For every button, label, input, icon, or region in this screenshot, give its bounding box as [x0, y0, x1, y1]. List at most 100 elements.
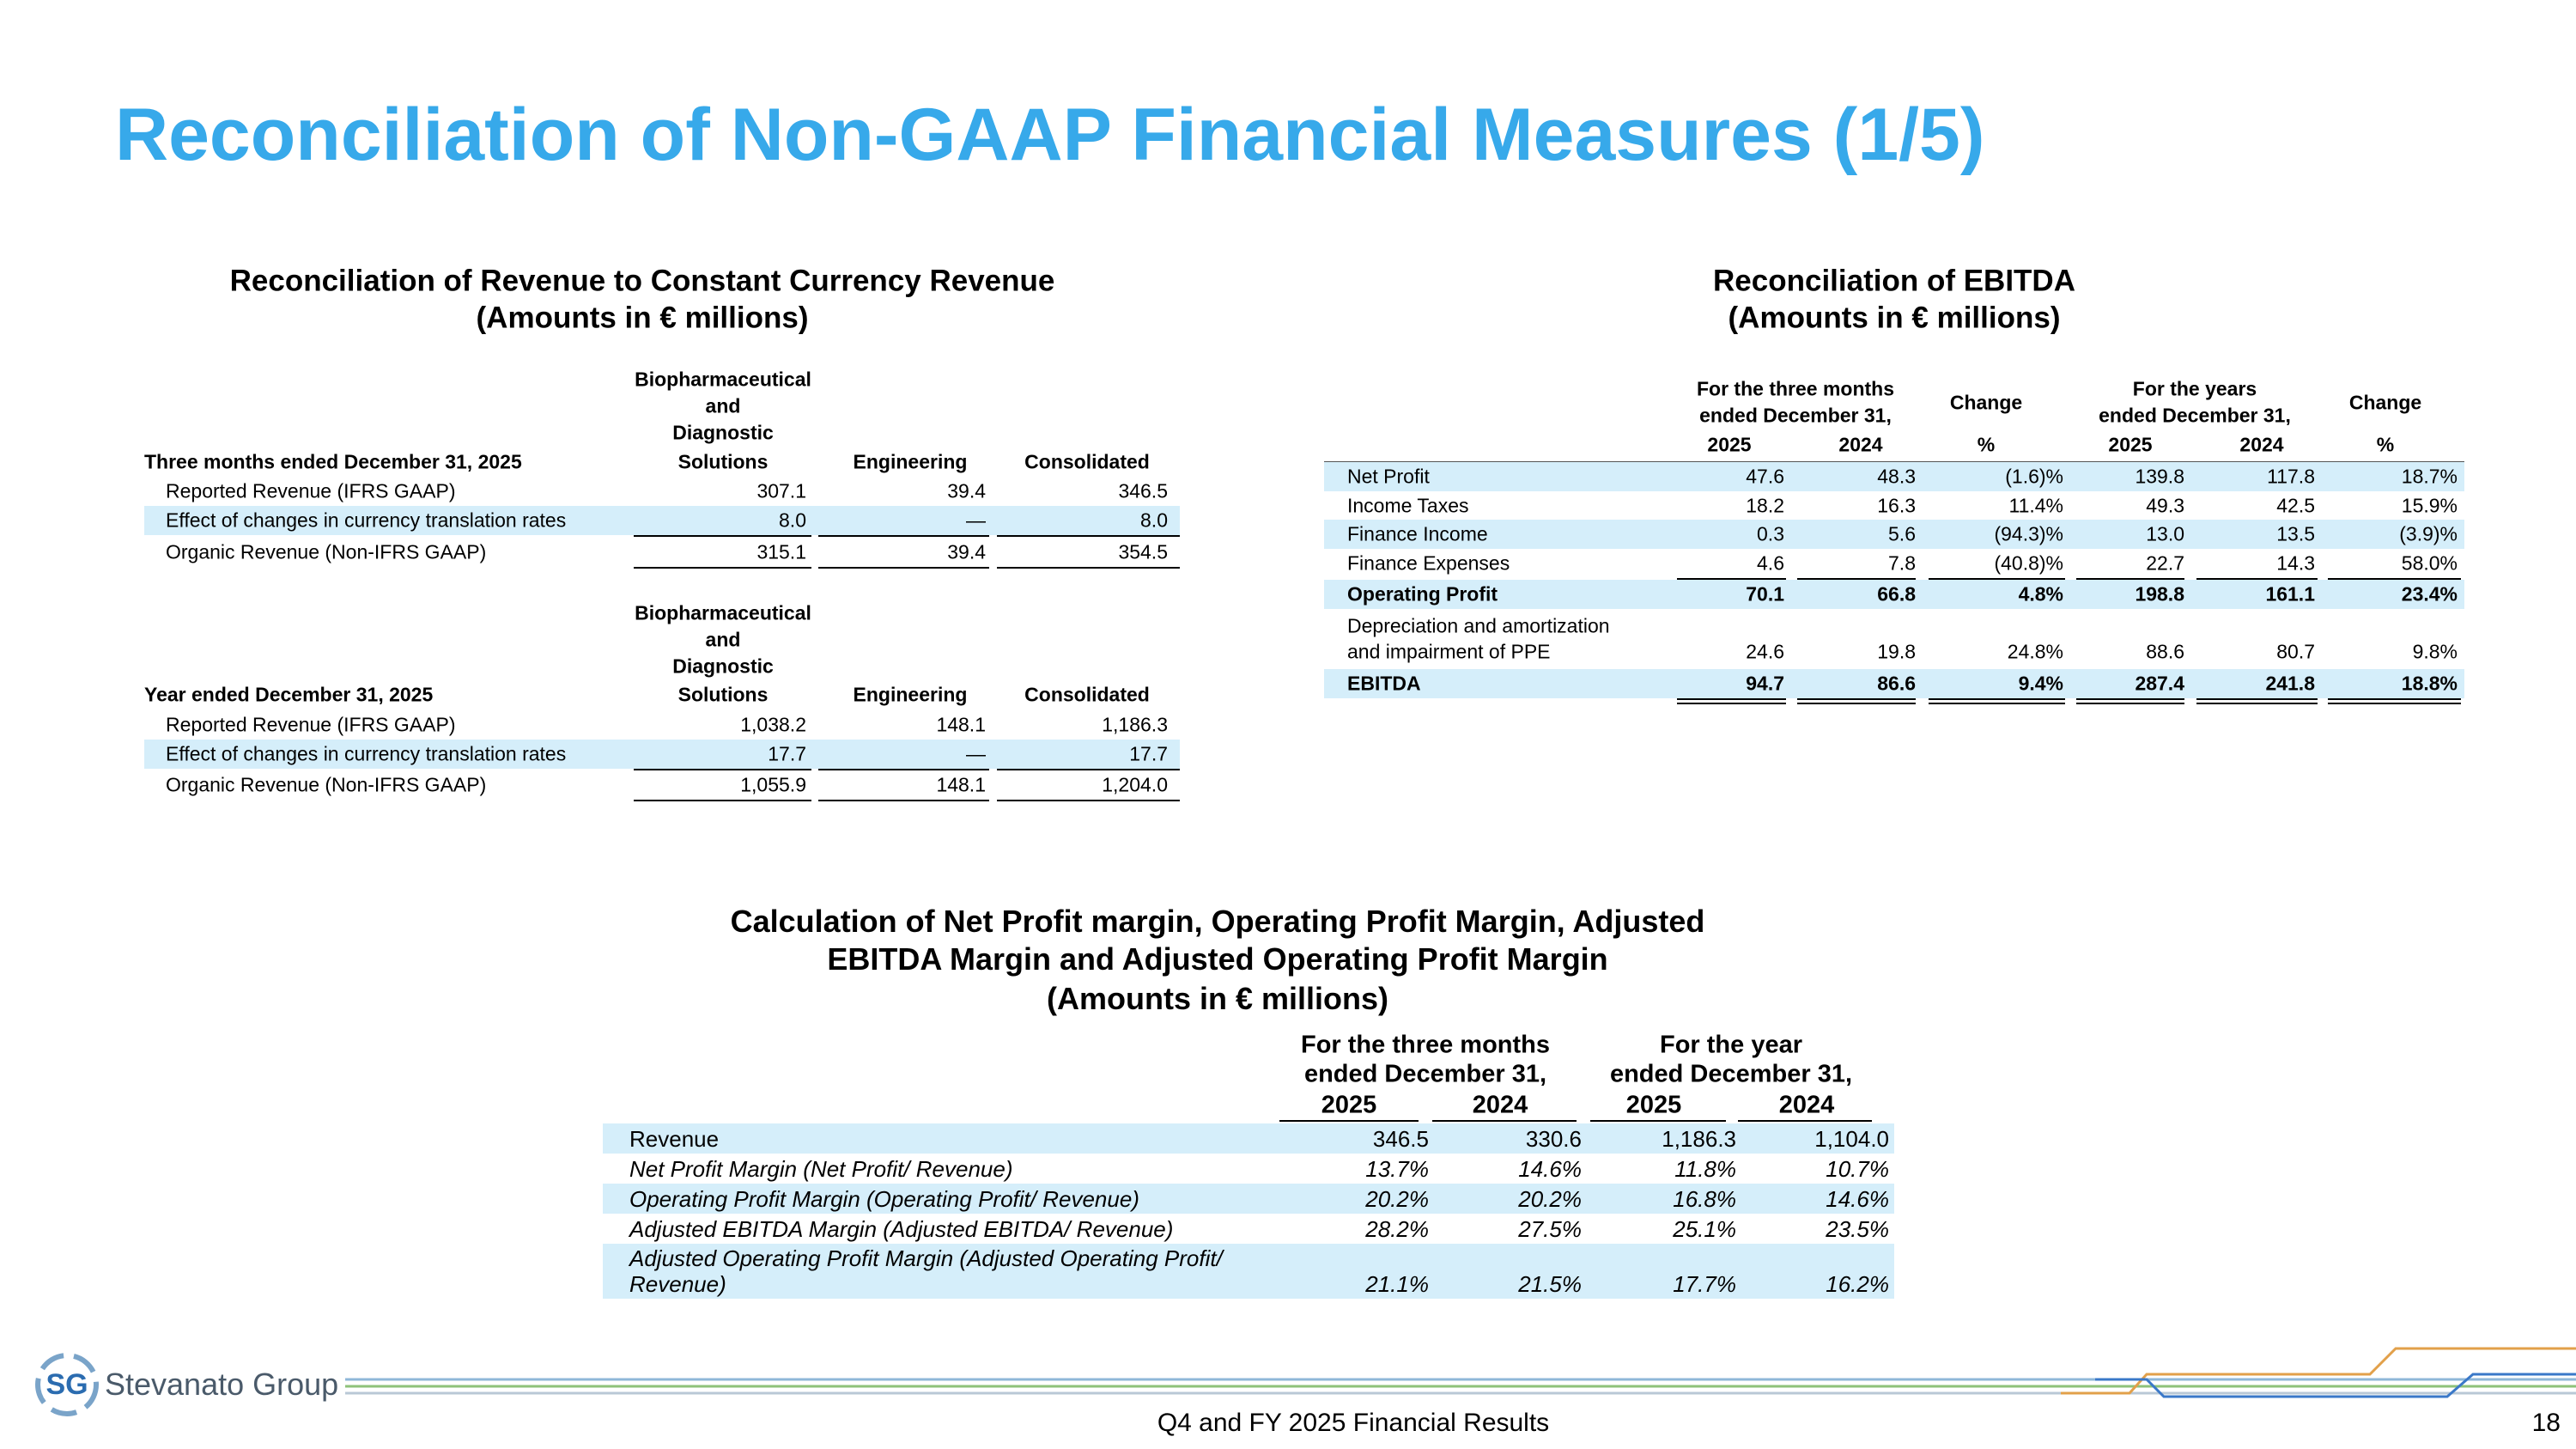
underline — [2076, 703, 2184, 704]
row-label: Finance Income — [1347, 522, 1488, 545]
cell: 287.4 — [2135, 672, 2184, 695]
underline — [1797, 703, 1916, 704]
cell: 315.1 — [756, 540, 806, 563]
column-group: ended December 31, — [1609, 1060, 1853, 1088]
cell: (40.8)% — [1994, 551, 2063, 575]
column-group: For the years — [2132, 377, 2257, 400]
cell: 198.8 — [2135, 582, 2184, 606]
column-header: 2025 — [1625, 1091, 1682, 1119]
row-label: Depreciation and amortization — [1347, 614, 1610, 637]
column-header: 2024 — [1838, 433, 1883, 456]
cell: (3.9)% — [2399, 522, 2458, 545]
row-label: Organic Revenue (Non-IFRS GAAP) — [166, 540, 487, 563]
row-highlight — [603, 1244, 1894, 1299]
row-label: Effect of changes in currency translatio… — [166, 508, 567, 532]
cell: (1.6)% — [2005, 465, 2063, 488]
underline — [997, 567, 1180, 569]
underline — [1677, 578, 1786, 580]
column-header: Consolidated — [1024, 450, 1150, 473]
row-highlight — [603, 1123, 1894, 1154]
cell: 13.0 — [2146, 522, 2184, 545]
cell: 39.4 — [947, 540, 986, 563]
cell: 13.7% — [1365, 1155, 1429, 1182]
underline — [1677, 703, 1786, 704]
row-label: Effect of changes in currency translatio… — [166, 742, 567, 765]
column-group: For the three months — [1300, 1031, 1551, 1059]
column-group: For the year — [1660, 1031, 1802, 1059]
cell: 42.5 — [2276, 494, 2315, 517]
row-highlight — [1324, 520, 2464, 549]
cell: 330.6 — [1525, 1125, 1582, 1152]
cell: 354.5 — [1118, 540, 1168, 563]
page-number: 18 — [2531, 1409, 2561, 1437]
underline — [997, 535, 1180, 537]
cell: 1,186.3 — [1662, 1125, 1736, 1152]
cell: 346.5 — [1372, 1125, 1429, 1152]
table-title: Reconciliation of EBITDA — [1713, 264, 2075, 298]
column-header: Diagnostic — [672, 654, 774, 678]
cell: 23.4% — [2401, 582, 2458, 606]
cell: 18.2 — [1746, 494, 1784, 517]
underline — [2076, 578, 2184, 580]
underline — [1279, 1120, 1419, 1122]
underline — [1590, 1120, 1726, 1122]
cell: (94.3)% — [1994, 522, 2063, 545]
column-group: Change — [2348, 391, 2422, 414]
footer-text: Q4 and FY 2025 Financial Results — [1157, 1409, 1550, 1437]
cell: 58.0% — [2401, 551, 2458, 575]
cell: 14.3 — [2276, 551, 2315, 575]
cell: 10.7% — [1826, 1155, 1889, 1182]
column-header: Solutions — [677, 450, 769, 473]
row-label: Reported Revenue (IFRS GAAP) — [166, 479, 456, 502]
row-label: Revenue) — [629, 1271, 726, 1297]
underline — [997, 769, 1180, 770]
cell: 17.7 — [768, 742, 806, 765]
underline — [1929, 703, 2065, 704]
row-highlight — [1324, 669, 2464, 698]
column-header: Consolidated — [1024, 683, 1150, 706]
row-highlight — [603, 1184, 1894, 1214]
column-header: and — [705, 628, 741, 651]
column-header: 2025 — [2108, 433, 2153, 456]
cell: 11.8% — [1674, 1155, 1736, 1182]
underline — [634, 769, 811, 770]
cell: 9.4% — [2018, 672, 2063, 695]
logo-mark: SG — [46, 1368, 88, 1401]
underline — [1797, 578, 1916, 580]
cell: 88.6 — [2146, 640, 2184, 663]
cell: 23.5% — [1826, 1215, 1889, 1242]
cell: 8.0 — [779, 508, 806, 532]
cell: 1,186.3 — [1102, 713, 1168, 736]
cell: 161.1 — [2265, 582, 2315, 606]
cell: 117.8 — [2267, 465, 2315, 488]
column-header: and — [705, 394, 741, 417]
row-highlight — [1324, 462, 2464, 491]
row-label: Adjusted EBITDA Margin (Adjusted EBITDA/… — [629, 1215, 1174, 1242]
table-title: Reconciliation of Revenue to Constant Cu… — [229, 264, 1055, 298]
cell: 139.8 — [2135, 465, 2184, 488]
cell: 346.5 — [1118, 479, 1168, 502]
cell: 22.7 — [2146, 551, 2184, 575]
cell: 16.2% — [1826, 1271, 1889, 1297]
cell: 9.8% — [2412, 640, 2458, 663]
cell: 5.6 — [1888, 522, 1916, 545]
cell: 7.8 — [1888, 551, 1916, 575]
cell: 48.3 — [1877, 465, 1916, 488]
underline — [1738, 1120, 1872, 1122]
column-group: ended December 31, — [1303, 1060, 1547, 1088]
cell: 17.7% — [1673, 1271, 1736, 1297]
underline — [818, 535, 989, 537]
cell: 4.6 — [1757, 551, 1784, 575]
cell: 86.6 — [1877, 672, 1916, 695]
cell: 11.4% — [2008, 494, 2063, 517]
underline — [818, 769, 989, 770]
column-header: % — [2376, 433, 2395, 456]
cell: 80.7 — [2276, 640, 2315, 663]
underline — [634, 567, 811, 569]
underline — [2328, 578, 2461, 580]
cell: 17.7 — [1129, 742, 1168, 765]
cell: 28.2% — [1365, 1215, 1429, 1242]
column-header: 2025 — [1321, 1091, 1377, 1119]
cell: 0.3 — [1757, 522, 1784, 545]
